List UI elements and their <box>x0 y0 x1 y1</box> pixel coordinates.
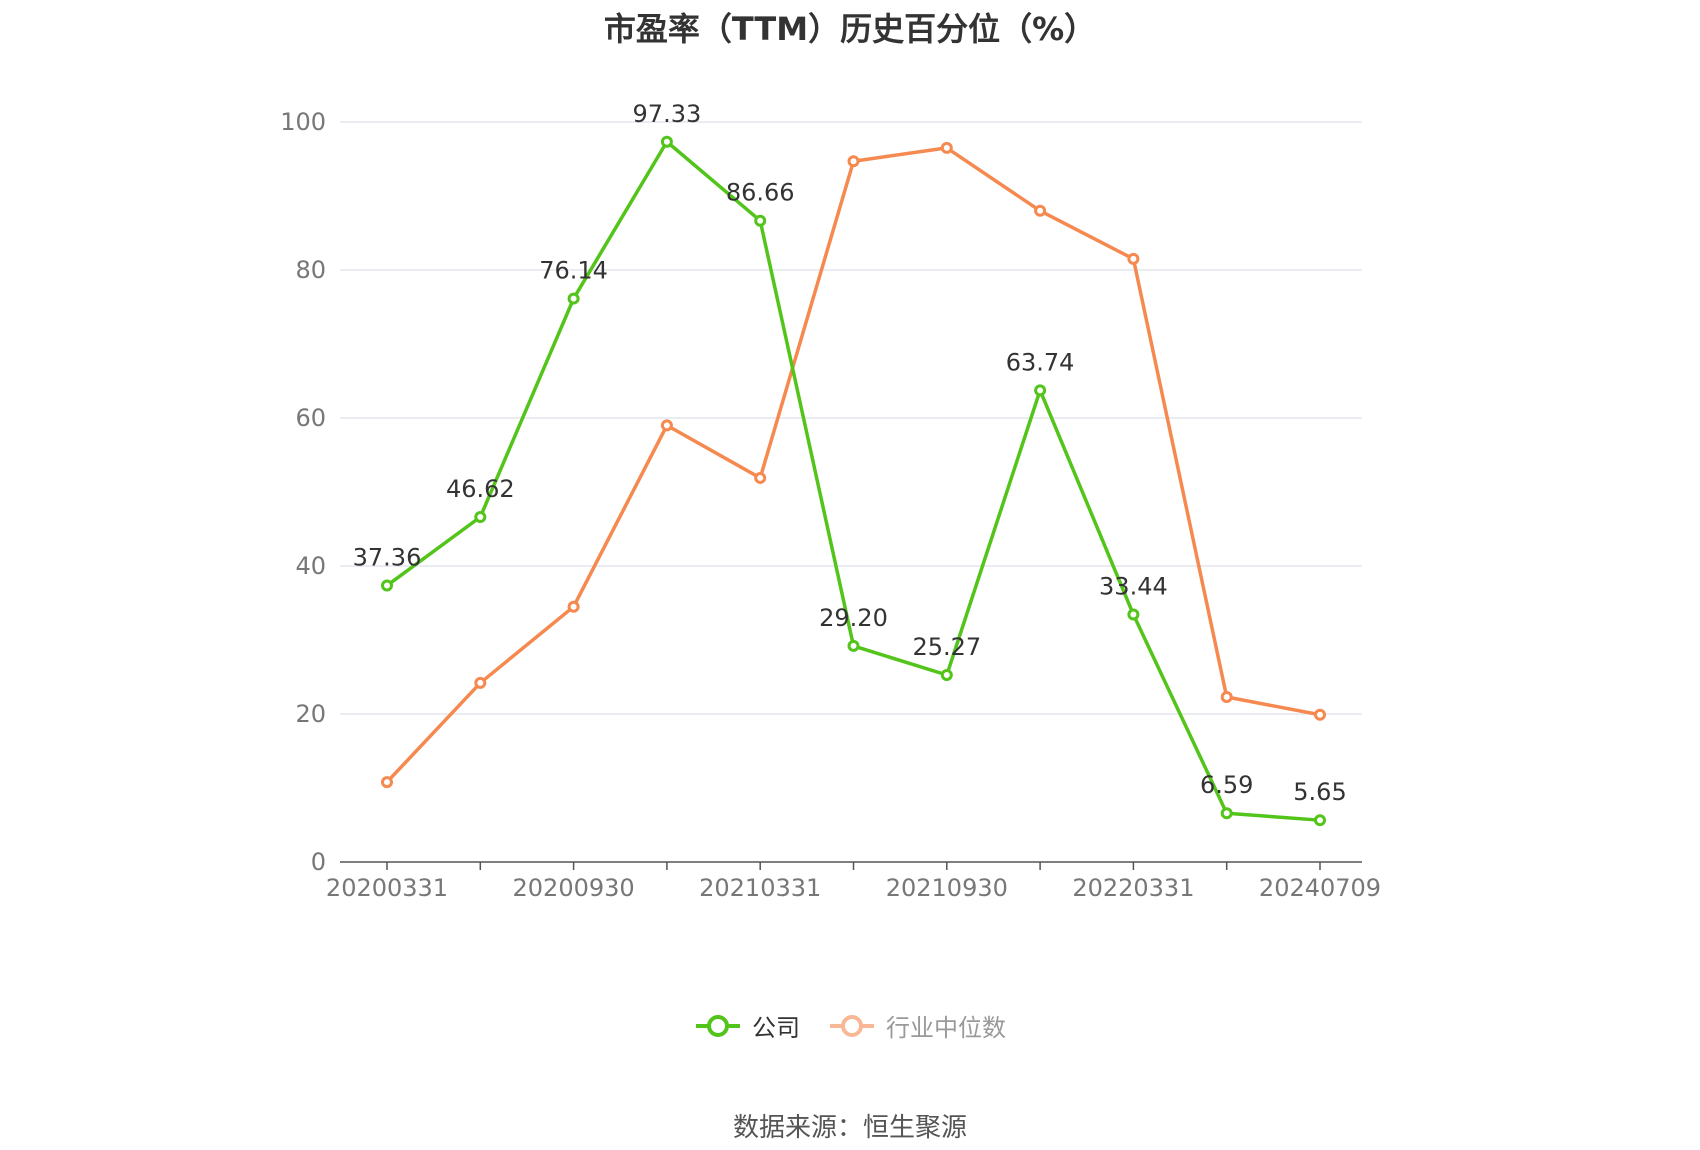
data-source: 数据来源：恒生聚源 <box>732 1113 967 1143</box>
data-label: 76.14 <box>539 257 608 285</box>
data-point-0 <box>754 214 767 227</box>
data-label: 25.27 <box>912 633 981 661</box>
y-tick-label: 60 <box>295 404 326 432</box>
x-tick-label: 20220331 <box>1072 874 1194 902</box>
data-point-0 <box>660 135 673 148</box>
data-label: 63.74 <box>1006 348 1075 376</box>
data-point-1 <box>381 776 393 789</box>
data-label: 29.20 <box>819 604 888 632</box>
series-line-1 <box>385 146 1321 784</box>
x-tick-label: 20240709 <box>1259 874 1381 902</box>
data-point-0 <box>1314 814 1326 827</box>
data-point-1 <box>847 155 860 168</box>
legend-company-marker-icon <box>696 1014 740 1037</box>
data-point-0 <box>567 292 580 305</box>
legend-item-industry-median[interactable]: 行业中位数 <box>828 1008 1006 1043</box>
data-point-0 <box>1034 384 1047 397</box>
data-point-1 <box>1034 204 1047 217</box>
data-point-1 <box>474 676 487 689</box>
data-label: 6.59 <box>1200 771 1253 799</box>
data-label: 97.33 <box>633 100 702 128</box>
y-tick-label: 40 <box>295 552 326 580</box>
data-label: 46.62 <box>446 475 515 503</box>
data-point-1 <box>940 141 953 154</box>
legend-label-industry-median: 行业中位数 <box>886 1014 1006 1042</box>
legend-industry-marker-icon <box>830 1014 874 1037</box>
y-axis-ticks: 0 20 40 60 80 100 <box>280 108 326 876</box>
data-label: 86.66 <box>726 179 795 207</box>
data-label: 5.65 <box>1293 778 1346 806</box>
data-point-1 <box>660 419 673 432</box>
x-axis: 20200331 20200930 20210331 20210930 20220331… <box>326 861 1381 902</box>
data-point-0 <box>474 511 487 524</box>
legend: 公司 行业中位数 <box>0 1008 1700 1043</box>
data-labels: 37.36 46.62 76.14 97.33 86.66 29.20 25.27 63.74… <box>353 100 1347 806</box>
data-point-0 <box>940 669 953 682</box>
data-point-0 <box>381 579 393 592</box>
series-layer <box>381 135 1326 827</box>
data-point-1 <box>1127 252 1140 265</box>
x-tick-label: 20210331 <box>699 874 821 902</box>
legend-item-company[interactable]: 公司 <box>694 1008 800 1043</box>
data-label: 37.36 <box>353 544 422 572</box>
x-tick-label: 20200331 <box>326 874 448 902</box>
legend-label-company: 公司 <box>752 1014 800 1042</box>
chart-title: 市盈率（TTM）历史百分位（%） <box>603 10 1097 48</box>
x-tick-label: 20210930 <box>886 874 1008 902</box>
y-tick-label: 0 <box>311 848 326 876</box>
x-tick-label: 20200930 <box>513 874 635 902</box>
y-tick-label: 100 <box>280 108 326 136</box>
y-tick-label: 80 <box>295 256 326 284</box>
data-point-1 <box>754 471 767 484</box>
data-point-1 <box>1220 690 1233 703</box>
data-label: 33.44 <box>1099 573 1168 601</box>
data-point-1 <box>1314 708 1326 721</box>
data-point-0 <box>847 639 860 652</box>
y-tick-label: 20 <box>295 700 326 728</box>
grid-lines <box>340 121 1362 715</box>
data-point-0 <box>1220 807 1233 820</box>
data-point-1 <box>567 600 580 613</box>
data-point-0 <box>1127 608 1140 621</box>
